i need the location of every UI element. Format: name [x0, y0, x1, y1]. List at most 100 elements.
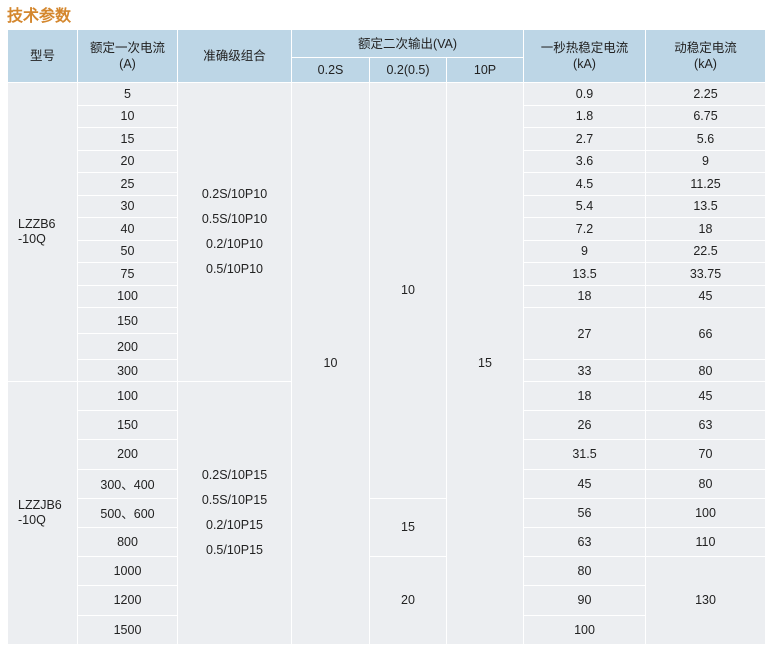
accuracy-class: 0.2S/10P15	[201, 467, 268, 482]
primary-current-cell: 200	[77, 439, 178, 470]
table-row: 15 2.7 5.6	[8, 127, 766, 151]
table-row: 300、400 45 80	[8, 468, 766, 499]
thermal-cell: 3.6	[523, 149, 646, 173]
dynamic-cell: 66	[645, 307, 766, 360]
table-row: 10 1.8 6.75	[8, 104, 766, 128]
accuracy-class: 0.5/10P15	[206, 542, 263, 557]
accuracy-cell: 0.2S/10P10 0.5S/10P10 0.2/10P10 0.5/10P10	[177, 82, 292, 382]
header-thermal: 一秒热稳定电流 (kA)	[523, 29, 646, 83]
primary-current-cell: 500、600	[77, 497, 178, 528]
table-row: 25 4.5 11.25	[8, 172, 766, 196]
thermal-cell: 0.9	[523, 82, 646, 106]
table-row: 40 7.2 18	[8, 217, 766, 241]
primary-current-cell: 25	[77, 172, 178, 196]
accuracy-class: 0.5S/10P15	[201, 492, 268, 507]
thermal-cell: 33	[523, 359, 646, 382]
spec-table: 型号 额定一次电流 (A) 准确级组合 额定二次输出(VA) 一秒热稳定电流 (…	[7, 29, 766, 645]
table-row: 200 31.5 70	[8, 439, 766, 470]
table-row: LZZJB6 -10Q 100 0.2S/10P15 0.5S/10P15 0.2/10…	[7, 380, 766, 645]
table-row: 150 26 63	[8, 410, 766, 441]
primary-current-cell: 30	[77, 194, 178, 218]
primary-current-cell: 40	[77, 217, 178, 241]
thermal-cell: 63	[523, 526, 646, 558]
dynamic-cell: 18	[645, 217, 766, 241]
model-cell: LZZJB6 -10Q	[7, 381, 78, 645]
primary-current-cell: 100	[77, 380, 178, 412]
dynamic-cell: 110	[645, 526, 766, 558]
primary-current-cell: 5	[77, 82, 178, 106]
thermal-cell: 45	[523, 468, 646, 499]
accuracy-class: 0.5S/10P10	[201, 212, 268, 226]
dynamic-cell: 70	[645, 439, 766, 470]
primary-current-cell: 50	[77, 239, 178, 263]
primary-current-cell: 150	[77, 307, 178, 334]
table-row: 1000 20 80 130	[8, 556, 766, 645]
thermal-cell: 56	[523, 497, 646, 528]
dynamic-cell: 9	[645, 149, 766, 173]
primary-current-cell: 20	[77, 149, 178, 173]
thermal-cell: 18	[523, 380, 646, 412]
table-row: 50 9 22.5	[8, 239, 766, 263]
primary-current-cell: 150	[77, 410, 178, 441]
dynamic-cell: 45	[645, 284, 766, 308]
dynamic-cell: 5.6	[645, 127, 766, 151]
thermal-cell: 1.8	[523, 104, 646, 128]
dynamic-cell: 33.75	[645, 262, 766, 286]
primary-current-cell: 1200	[77, 585, 178, 616]
thermal-cell: 9	[523, 239, 646, 263]
primary-current-cell: 15	[77, 127, 178, 151]
header-dynamic: 动稳定电流 (kA)	[645, 29, 766, 83]
thermal-cell: 26	[523, 410, 646, 441]
header-0.2-0.5: 0.2(0.5)	[369, 57, 447, 83]
header-secondary-output: 额定二次输出(VA)	[291, 29, 524, 58]
table-row: 100 18 45	[8, 284, 766, 308]
dynamic-cell: 13.5	[645, 194, 766, 218]
thermal-cell: 80	[523, 556, 646, 587]
primary-current-cell: 100	[77, 284, 178, 308]
primary-current-cell: 800	[77, 526, 178, 558]
accuracy-class: 0.2/10P15	[206, 517, 263, 532]
primary-current-cell: 300、400	[77, 468, 178, 499]
thermal-cell: 100	[523, 614, 646, 645]
thermal-cell: 13.5	[523, 262, 646, 286]
table-row: 800 63 110	[8, 526, 766, 558]
header-primary-current: 额定一次电流 (A)	[77, 29, 178, 83]
primary-current-cell: 75	[77, 262, 178, 286]
dynamic-cell: 6.75	[645, 104, 766, 128]
primary-current-cell: 200	[77, 333, 178, 360]
table-row: 30 5.4 13.5	[8, 194, 766, 218]
primary-current-cell: 300	[77, 359, 178, 382]
thermal-cell: 4.5	[523, 172, 646, 196]
table-row: 150 27 66	[8, 307, 766, 360]
thermal-cell: 5.4	[523, 194, 646, 218]
table-row: 20 3.6 9	[8, 149, 766, 173]
dynamic-cell: 100	[645, 497, 766, 528]
header-0.2s: 0.2S	[291, 57, 370, 83]
dynamic-cell: 2.25	[645, 82, 766, 106]
thermal-cell: 18	[523, 284, 646, 308]
output-0.2-0.5-cell: 15	[369, 497, 447, 558]
thermal-cell: 2.7	[523, 127, 646, 151]
output-0.2-0.5-cell: 10	[369, 82, 447, 499]
model-cell: LZZB6 -10Q	[7, 82, 78, 382]
accuracy-class: 0.2S/10P10	[201, 187, 268, 201]
dynamic-cell: 80	[645, 468, 766, 499]
thermal-cell: 7.2	[523, 217, 646, 241]
primary-current-cell: 10	[77, 104, 178, 128]
accuracy-cell: 0.2S/10P15 0.5S/10P15 0.2/10P15 0.5/10P15	[177, 381, 292, 645]
output-10p-cell: 15	[446, 82, 524, 645]
table-row: 1500 100	[8, 614, 766, 645]
accuracy-class: 0.5/10P10	[206, 262, 263, 276]
output-0.2-0.5-cell: 20	[369, 556, 447, 645]
dynamic-cell: 80	[645, 359, 766, 382]
dynamic-cell: 22.5	[645, 239, 766, 263]
table-row: 75 13.5 33.75	[8, 262, 766, 286]
dynamic-cell: 45	[645, 380, 766, 412]
primary-current-cell: 1500	[77, 614, 178, 645]
table-row: LZZB6 -10Q 5 0.2S/10P10 0.5S/10P10 0.2/10P10…	[7, 82, 766, 645]
header-10p: 10P	[446, 57, 524, 83]
thermal-cell: 27	[523, 307, 646, 360]
section-title: 技术参数	[7, 8, 72, 25]
dynamic-cell: 130	[645, 556, 766, 645]
output-0.2s-cell: 10	[291, 82, 370, 645]
